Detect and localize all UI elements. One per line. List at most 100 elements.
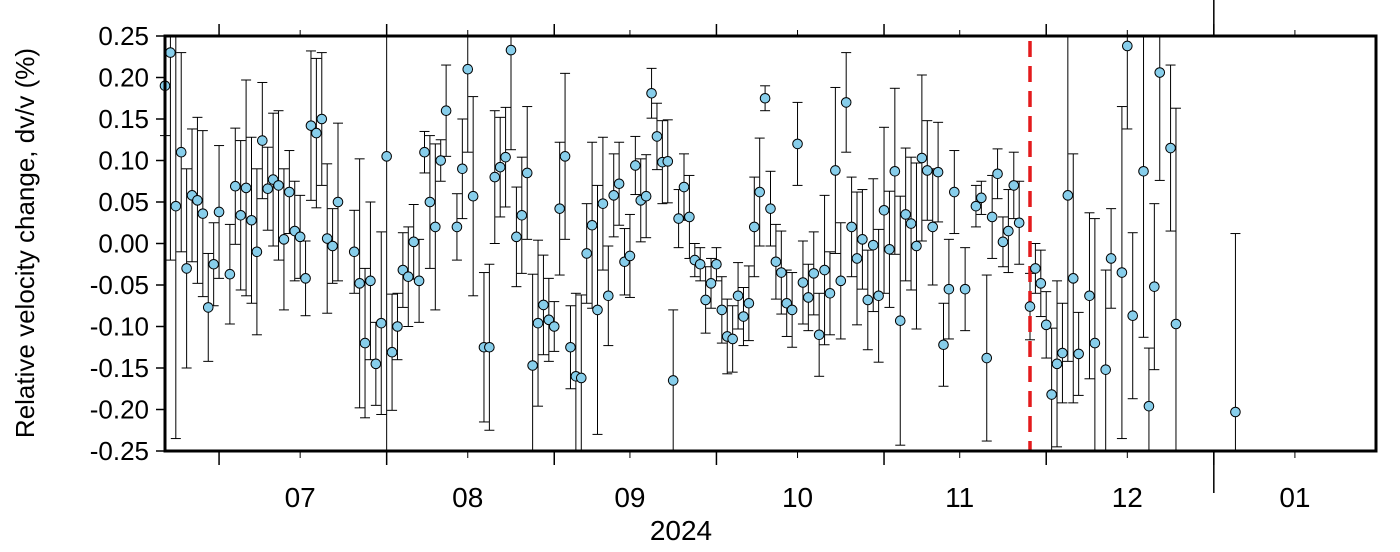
data-point	[1116, 267, 1128, 278]
data-point	[943, 283, 955, 295]
data-point	[873, 290, 884, 302]
data-point	[921, 165, 933, 176]
data-point	[830, 165, 841, 176]
data-point	[1100, 364, 1111, 375]
data-point	[1040, 319, 1052, 331]
data-point	[413, 275, 425, 287]
data-point	[370, 358, 382, 370]
data-point	[246, 214, 257, 226]
data-point	[738, 311, 749, 322]
data-point	[440, 105, 452, 116]
data-point	[559, 151, 571, 162]
data-point	[532, 317, 544, 329]
data-point	[213, 206, 225, 218]
data-point	[235, 209, 246, 221]
data-point	[500, 151, 511, 163]
data-point	[1051, 358, 1063, 370]
y-tick-label: 0.25	[98, 21, 149, 51]
x-tick-label: 11	[945, 482, 974, 513]
data-point	[240, 182, 252, 194]
data-point	[516, 209, 528, 221]
data-point	[1149, 281, 1160, 292]
data-point	[1143, 400, 1155, 412]
data-point	[613, 178, 625, 190]
data-point	[770, 256, 782, 268]
data-point	[505, 44, 517, 56]
data-point	[257, 135, 268, 146]
data-point	[1127, 310, 1139, 322]
data-point	[835, 275, 847, 287]
data-point	[743, 297, 755, 309]
y-tick-label: -0.10	[90, 312, 149, 342]
y-tick-label: 0.00	[98, 229, 149, 259]
data-point	[932, 166, 944, 178]
data-point	[846, 221, 857, 233]
data-point	[1122, 40, 1133, 52]
data-point	[284, 186, 295, 198]
x-axis: 07 08 09 10 11 12 01	[218, 0, 1310, 513]
data-point	[981, 352, 993, 364]
data-point	[1035, 278, 1047, 289]
data-point	[765, 203, 776, 214]
data-point	[678, 181, 690, 193]
data-point	[321, 233, 333, 244]
x-tick-label: 01	[1279, 482, 1310, 513]
data-point	[208, 258, 219, 270]
x-tick-label: 08	[452, 482, 483, 513]
data-point	[592, 304, 603, 316]
data-point	[1057, 347, 1068, 359]
y-tick-label: -0.05	[90, 270, 149, 300]
data-point	[651, 131, 663, 142]
data-point	[889, 165, 901, 177]
data-point	[970, 200, 982, 212]
data-point	[1089, 337, 1101, 349]
data-point	[430, 221, 441, 233]
data-point	[435, 155, 447, 166]
data-point	[1154, 67, 1166, 78]
data-point	[624, 250, 636, 262]
y-axis-title: Relative velocity change, dv/v (%)	[10, 48, 40, 438]
data-point	[997, 236, 1009, 248]
data-point	[1030, 263, 1041, 274]
y-tick-label: 0.05	[98, 187, 149, 217]
data-point	[1084, 290, 1095, 302]
data-point	[792, 138, 803, 150]
data-point	[1073, 348, 1084, 360]
data-point	[867, 239, 879, 251]
data-point	[197, 208, 209, 219]
data-point	[884, 244, 895, 255]
data-point	[748, 221, 760, 233]
data-point	[181, 263, 192, 274]
data-point	[603, 290, 614, 302]
data-point	[462, 63, 474, 75]
data-point	[1165, 142, 1176, 154]
data-point	[1024, 301, 1036, 312]
data-point	[759, 92, 771, 104]
data-point	[251, 246, 263, 258]
data-point	[711, 258, 722, 270]
data-point	[305, 120, 317, 131]
data-point	[797, 277, 809, 288]
data-point	[927, 221, 938, 233]
data-point	[484, 341, 495, 353]
x-tick-label: 09	[614, 482, 645, 513]
data-point	[1067, 273, 1079, 284]
data-point	[1003, 225, 1014, 237]
data-point	[1230, 406, 1241, 418]
data-point	[776, 267, 787, 278]
data-point	[1013, 217, 1025, 229]
data-point	[1105, 253, 1117, 264]
data-point	[408, 236, 419, 248]
data-point	[608, 190, 620, 201]
y-tick-label: 0.15	[98, 104, 149, 134]
data-point	[694, 258, 706, 270]
data-point	[938, 339, 949, 351]
data-point	[489, 171, 501, 183]
data-point	[494, 161, 506, 173]
data-point	[808, 268, 820, 279]
data-point	[911, 240, 922, 252]
error-bars-layer	[160, 36, 1241, 451]
data-point	[419, 146, 430, 158]
data-point	[732, 290, 744, 302]
